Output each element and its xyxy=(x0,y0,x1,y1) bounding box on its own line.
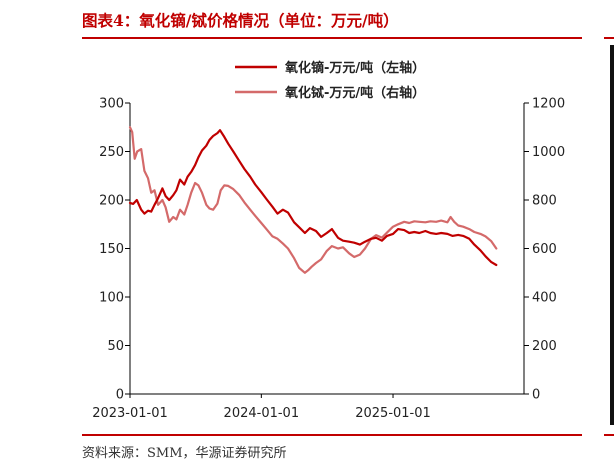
left-tick-label: 250 xyxy=(99,145,124,160)
right-tick-label: 600 xyxy=(532,242,557,257)
right-tick-label: 1200 xyxy=(532,97,565,112)
left-axis: 0 50 100 150 200 250 300 xyxy=(99,97,131,403)
legend: 氧化镝-万元/吨（左轴） 氧化铽-万元/吨（右轴） xyxy=(235,60,425,101)
next-figure-rule-bottom xyxy=(604,434,614,436)
left-tick-label: 150 xyxy=(99,242,124,257)
next-figure-edge xyxy=(610,45,614,425)
left-tick-label: 50 xyxy=(107,339,124,354)
series-lines xyxy=(128,126,498,274)
right-tick-label: 200 xyxy=(532,339,557,354)
right-tick-label: 0 xyxy=(532,388,540,403)
left-tick-label: 100 xyxy=(99,291,124,306)
next-figure-rule-top xyxy=(604,37,614,39)
series-line-terbium xyxy=(128,126,498,274)
right-tick-label: 800 xyxy=(532,194,557,209)
figure-source: 资料来源：SMM，华源证券研究所 xyxy=(82,446,287,461)
x-tick-label: 2025-01-01 xyxy=(355,406,431,421)
left-tick-label: 0 xyxy=(116,388,124,403)
right-axis: 0 200 400 600 800 1000 1200 xyxy=(523,97,565,403)
series-line-dysprosium xyxy=(128,129,498,267)
x-tick-label: 2024-01-01 xyxy=(224,406,300,421)
legend-label: 氧化镝-万元/吨（左轴） xyxy=(284,60,425,76)
figure-title: 图表4：氧化镝/铽价格情况（单位：万元/吨） xyxy=(82,11,399,30)
left-tick-label: 200 xyxy=(99,194,124,209)
legend-label: 氧化铽-万元/吨（右轴） xyxy=(284,85,425,101)
right-tick-label: 400 xyxy=(532,291,557,306)
x-axis: 2023-01-01 2024-01-01 2025-01-01 xyxy=(92,393,524,421)
right-tick-label: 1000 xyxy=(532,145,565,160)
left-tick-label: 300 xyxy=(99,97,124,112)
source-rule xyxy=(82,434,582,436)
x-tick-label: 2023-01-01 xyxy=(92,406,168,421)
title-rule xyxy=(82,37,582,39)
